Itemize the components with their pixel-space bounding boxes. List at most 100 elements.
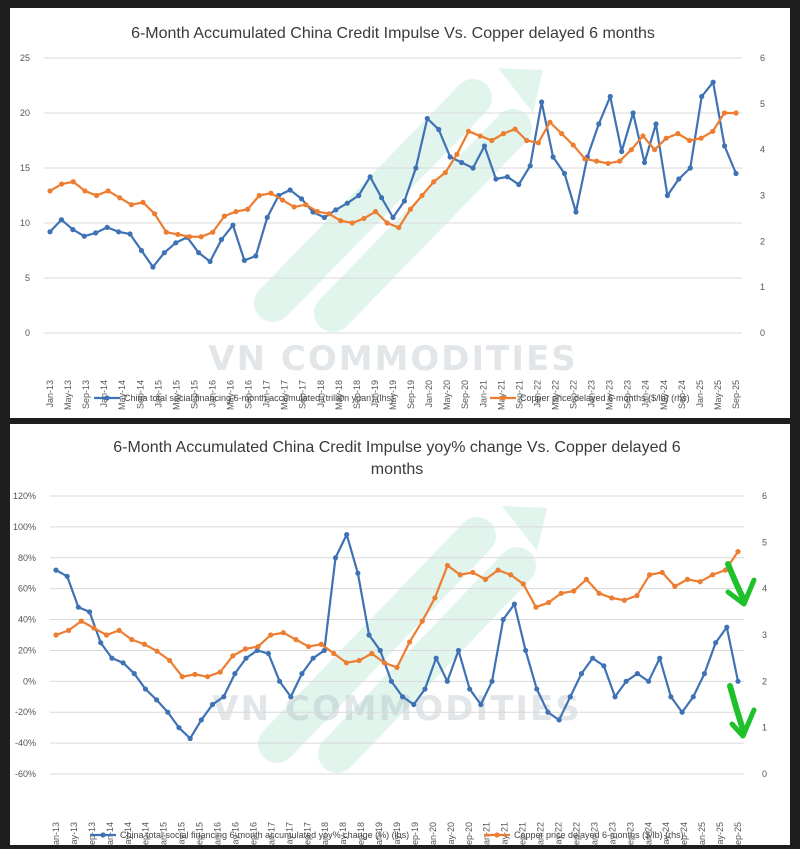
orange-data-point bbox=[733, 110, 739, 116]
orange-data-point bbox=[314, 208, 321, 215]
x-axis-tick: Sep-15 bbox=[195, 822, 205, 845]
x-axis-tick: Jan-17 bbox=[262, 380, 272, 408]
blue-data-point bbox=[534, 686, 540, 692]
blue-data-point bbox=[413, 165, 419, 171]
x-axis-tick: May-21 bbox=[500, 822, 510, 845]
x-axis-tick: Sep-24 bbox=[677, 380, 687, 409]
orange-data-point bbox=[582, 156, 588, 162]
blue-data-point bbox=[70, 227, 76, 233]
right-axis-tick: 2 bbox=[760, 236, 765, 246]
orange-data-point bbox=[520, 581, 526, 587]
x-axis-tick: Sep-14 bbox=[135, 380, 145, 409]
orange-data-point bbox=[394, 664, 400, 671]
x-axis-tick: Sep-13 bbox=[81, 380, 91, 409]
orange-data-point bbox=[152, 211, 158, 217]
orange-data-point bbox=[686, 137, 693, 144]
orange-data-point bbox=[361, 215, 367, 222]
blue-series-line bbox=[55, 533, 740, 740]
orange-data-point bbox=[431, 179, 437, 185]
x-axis-tick: Sep-14 bbox=[141, 822, 151, 845]
orange-data-point bbox=[583, 576, 590, 582]
orange-data-point bbox=[508, 572, 514, 578]
x-axis-tick: May-19 bbox=[388, 380, 398, 410]
left-axis-tick: 80% bbox=[18, 553, 36, 563]
x-axis-tick: Sep-18 bbox=[356, 822, 366, 845]
orange-data-point bbox=[186, 234, 193, 240]
blue-data-point bbox=[447, 154, 453, 160]
blue-data-point bbox=[243, 655, 249, 661]
chart-title: 6-Month Accumulated China Credit Impulse… bbox=[113, 439, 681, 456]
right-axis-tick: 6 bbox=[760, 53, 765, 63]
orange-data-point bbox=[524, 137, 530, 144]
blue-data-point bbox=[75, 604, 81, 610]
right-axis-tick: 4 bbox=[762, 584, 767, 594]
orange-data-point bbox=[293, 637, 299, 643]
blue-data-point bbox=[607, 93, 613, 100]
orange-data-point bbox=[697, 579, 703, 585]
orange-data-point bbox=[78, 618, 84, 624]
x-axis-tick: Jan-21 bbox=[482, 822, 492, 845]
left-axis-tick: -40% bbox=[15, 738, 36, 748]
x-axis-tick: Jan-23 bbox=[587, 380, 597, 408]
x-axis-tick: Sep-13 bbox=[87, 822, 97, 845]
orange-data-point bbox=[533, 604, 539, 610]
x-axis-tick: Sep-19 bbox=[406, 380, 416, 409]
x-axis-tick: Jan-20 bbox=[428, 822, 438, 845]
left-axis-tick: 120% bbox=[13, 491, 36, 501]
blue-data-point bbox=[573, 209, 579, 215]
x-axis-tick: Sep-17 bbox=[302, 822, 312, 845]
blue-data-point bbox=[619, 148, 625, 155]
blue-data-point bbox=[344, 532, 350, 538]
orange-data-point bbox=[210, 229, 216, 235]
blue-data-point bbox=[578, 671, 585, 677]
orange-data-point bbox=[93, 192, 100, 199]
orange-data-point bbox=[722, 567, 728, 573]
blue-data-point bbox=[567, 694, 573, 700]
blue-data-point bbox=[356, 192, 362, 199]
blue-data-point bbox=[478, 701, 484, 708]
orange-data-point bbox=[710, 128, 716, 134]
x-axis-tick: Sep-23 bbox=[625, 822, 635, 845]
blue-data-point bbox=[433, 655, 439, 661]
orange-data-point bbox=[256, 192, 262, 199]
blue-data-point bbox=[545, 709, 551, 715]
x-axis-tick: Jan-18 bbox=[320, 822, 330, 845]
orange-data-point bbox=[571, 588, 577, 594]
orange-data-point bbox=[268, 190, 274, 196]
chart-title: months bbox=[371, 461, 423, 478]
blue-data-point bbox=[165, 709, 171, 715]
right-axis-tick: 5 bbox=[762, 537, 767, 547]
right-axis-tick: 1 bbox=[760, 282, 765, 292]
x-axis-tick: May-16 bbox=[230, 822, 240, 845]
orange-data-point bbox=[47, 188, 53, 194]
x-axis-tick: May-23 bbox=[605, 380, 615, 410]
blue-data-point bbox=[127, 231, 133, 237]
x-axis-tick: May-24 bbox=[661, 822, 671, 845]
x-axis-tick: Jan-18 bbox=[316, 380, 326, 408]
orange-data-point bbox=[242, 646, 249, 652]
right-axis-tick: 1 bbox=[762, 723, 767, 733]
orange-data-point bbox=[326, 211, 332, 217]
down-trend-arrowhead-upper bbox=[725, 577, 757, 607]
x-axis-tick: Jan-16 bbox=[213, 822, 223, 845]
x-axis-tick: Jan-14 bbox=[99, 380, 109, 408]
blue-data-point bbox=[724, 624, 730, 630]
right-axis-tick: 4 bbox=[760, 145, 765, 155]
legend-marker-orange bbox=[494, 832, 500, 838]
x-axis-tick: May-16 bbox=[226, 380, 236, 410]
orange-data-point bbox=[407, 639, 413, 645]
x-axis-tick: Jan-19 bbox=[370, 380, 380, 408]
x-axis-tick: May-20 bbox=[442, 380, 452, 410]
x-axis-tick: Jan-14 bbox=[105, 822, 115, 845]
blue-data-point bbox=[310, 655, 316, 661]
x-axis-tick: Sep-16 bbox=[248, 822, 258, 845]
orange-data-point bbox=[204, 674, 211, 680]
blue-data-point bbox=[679, 709, 685, 715]
orange-data-point bbox=[500, 131, 507, 137]
orange-data-point bbox=[495, 567, 501, 573]
blue-data-point bbox=[109, 655, 115, 661]
left-axis-tick: 15 bbox=[20, 163, 30, 173]
orange-data-point bbox=[117, 195, 123, 201]
blue-data-point bbox=[612, 694, 618, 700]
blue-data-point bbox=[333, 207, 339, 213]
